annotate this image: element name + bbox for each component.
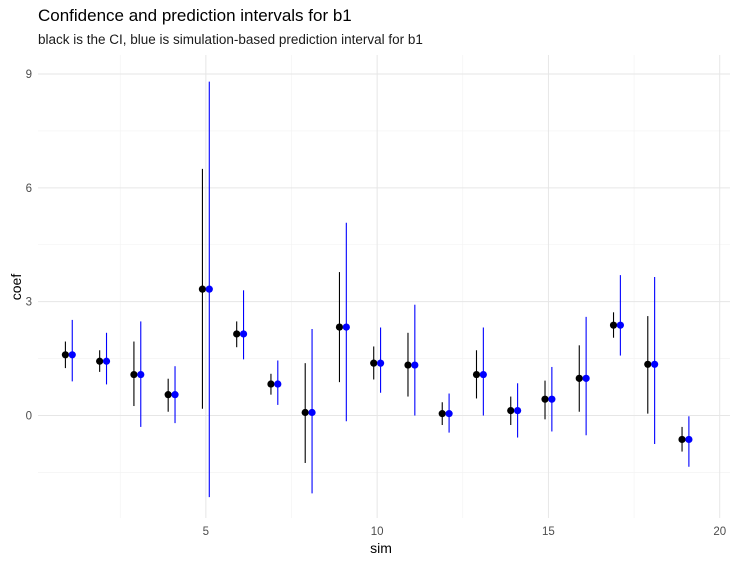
ci-point <box>130 370 138 379</box>
pi-point <box>479 370 487 379</box>
ci-point <box>164 391 172 399</box>
ci-point <box>198 285 207 293</box>
chart-title: Confidence and prediction intervals for … <box>38 6 352 25</box>
ci-point <box>404 361 412 369</box>
ci-point <box>678 435 686 444</box>
y-tick-label: 0 <box>26 411 32 423</box>
ci-point <box>370 359 378 367</box>
x-tick-label: 10 <box>371 526 384 538</box>
x-tick-label: 5 <box>203 526 209 538</box>
x-axis-label: sim <box>370 540 392 556</box>
pi-point <box>685 435 693 444</box>
ci-point <box>609 321 618 329</box>
x-tick-label: 15 <box>542 526 555 538</box>
pi-point <box>651 360 659 368</box>
pi-point <box>171 391 179 399</box>
ci-point <box>438 410 446 418</box>
minor-gridlines <box>38 55 730 518</box>
y-tick-label: 6 <box>26 183 32 195</box>
pi-point <box>376 359 385 367</box>
ci-point <box>233 330 241 338</box>
pi-point <box>445 410 453 418</box>
ci-point <box>644 360 652 368</box>
ci-point <box>96 357 104 365</box>
pi-point <box>308 408 316 417</box>
pi-point <box>102 357 111 365</box>
y-tick-label: 3 <box>26 297 32 309</box>
pi-point <box>342 323 350 331</box>
pi-point <box>68 351 76 359</box>
pi-point <box>239 330 248 338</box>
ci-point <box>301 408 309 417</box>
pi-point <box>274 380 282 388</box>
ci-point <box>267 380 275 388</box>
major-gridlines <box>38 55 730 518</box>
y-tick-label: 9 <box>26 69 32 81</box>
ci-point <box>541 395 549 403</box>
y-axis-label: coef <box>8 274 24 301</box>
pi-point <box>582 374 590 382</box>
pi-point <box>548 395 556 403</box>
ci-point <box>575 374 583 382</box>
pi-point <box>616 321 624 329</box>
ci-point <box>472 370 481 379</box>
ci-point <box>61 351 70 359</box>
pi-point <box>411 361 419 369</box>
x-tick-label: 20 <box>713 526 726 538</box>
chart-subtitle: black is the CI, blue is simulation-base… <box>38 32 423 47</box>
pi-point <box>137 370 145 379</box>
axis-ticks: 5 10 15 20 0 3 6 9 <box>26 69 727 538</box>
data-marks <box>61 81 693 498</box>
pi-point <box>205 285 213 293</box>
ci-point <box>507 406 515 415</box>
ci-point <box>335 323 344 331</box>
pi-point <box>514 406 522 415</box>
